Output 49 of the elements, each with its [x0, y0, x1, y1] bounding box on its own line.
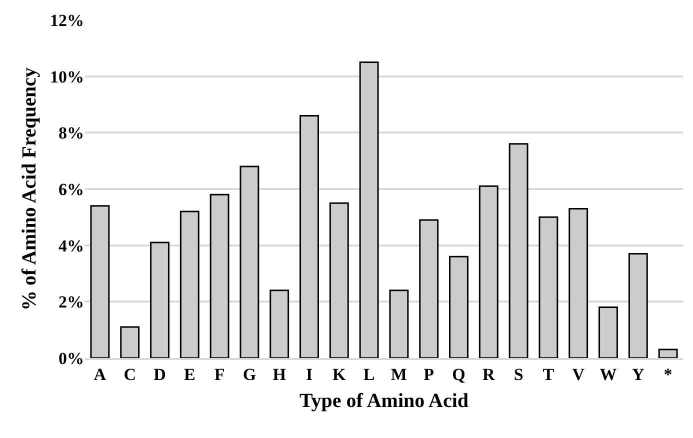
x-tick-label: H [272, 365, 286, 384]
bar [210, 194, 230, 358]
bar [359, 62, 379, 358]
x-tick-label: E [184, 365, 196, 384]
y-tick-label: 12% [50, 10, 84, 30]
x-tick-label: D [154, 365, 166, 384]
x-tick-label: K [332, 365, 347, 384]
bar [270, 290, 290, 358]
bar [538, 216, 558, 358]
x-tick-label: L [363, 365, 375, 384]
y-tick-label: 8% [58, 124, 84, 143]
bar [180, 210, 200, 358]
bar [419, 219, 439, 358]
bar [508, 143, 528, 358]
bar [568, 208, 588, 358]
bar [90, 205, 110, 358]
x-tick-label: V [572, 365, 586, 384]
bar [628, 253, 648, 358]
x-tick-label: G [242, 365, 256, 384]
y-tick-label: 6% [58, 180, 84, 199]
y-tick-label: 0% [58, 348, 84, 368]
y-axis-title: % of Amino Acid Frequency [18, 68, 40, 310]
bar [598, 306, 618, 358]
x-tick-label: P [424, 365, 434, 384]
bar [120, 326, 140, 358]
x-tick-label: T [542, 365, 555, 384]
x-tick-label: Q [452, 365, 466, 384]
bar [300, 115, 319, 358]
x-tick-label: C [124, 365, 136, 384]
x-tick-label: W [600, 365, 617, 384]
x-tick-label: R [482, 365, 496, 384]
x-tick-label: S [514, 365, 524, 384]
y-tick-label: 2% [58, 292, 84, 312]
bar [449, 256, 468, 358]
bar [658, 348, 678, 358]
bar [240, 166, 260, 358]
x-tick-label: Y [632, 365, 644, 384]
bar [389, 290, 409, 358]
x-axis-title: Type of Amino Acid [299, 390, 469, 412]
y-tick-label: 10% [50, 67, 84, 86]
y-tick-label: 4% [58, 236, 84, 256]
x-tick-label: I [306, 365, 313, 384]
x-tick-label: M [390, 365, 407, 384]
x-tick-label: * [664, 365, 672, 384]
bar [478, 185, 498, 358]
x-tick-label: A [94, 365, 107, 384]
bar [150, 242, 170, 358]
bar [329, 202, 349, 358]
x-tick-label: F [214, 365, 225, 384]
